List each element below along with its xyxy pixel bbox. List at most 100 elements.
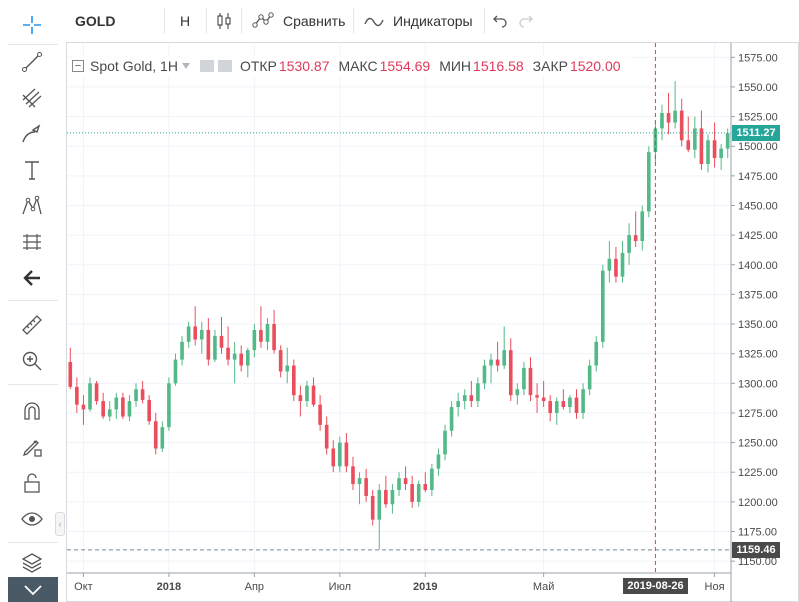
candle-body	[699, 128, 704, 164]
toolbar-divider	[164, 8, 165, 34]
unlock-icon[interactable]	[14, 468, 50, 498]
crosshair-date-label: 2019-08-26	[623, 578, 688, 594]
candle-body	[206, 329, 211, 360]
overlays	[67, 43, 731, 573]
candle-body	[594, 341, 599, 366]
candle-body	[107, 409, 112, 417]
candle-body	[502, 350, 506, 366]
chart-pane[interactable]: 1150.00 1175.00 1200.00 1225.00 1250.00 1275.…	[66, 42, 799, 602]
redo-button[interactable]	[518, 0, 534, 42]
candle-body	[489, 359, 493, 366]
candle-body	[305, 385, 309, 402]
candle-body	[693, 128, 697, 150]
y-tick-label: 1525.00	[738, 112, 778, 124]
candle-body	[390, 490, 395, 505]
chevron-down-icon[interactable]	[181, 63, 190, 69]
candle-body	[357, 478, 362, 485]
back-arrow-icon[interactable]	[14, 263, 50, 293]
candle-body	[81, 404, 86, 410]
lock-drawing-icon[interactable]	[14, 432, 50, 462]
eye-icon[interactable]	[14, 504, 50, 534]
legend-settings-icon[interactable]	[199, 60, 214, 72]
toolbar-divider	[206, 8, 207, 34]
y-tick-label: 1550.00	[738, 82, 778, 94]
text-icon[interactable]	[14, 155, 50, 185]
compare-button[interactable]: Сравнить	[251, 0, 345, 42]
candle-body	[660, 113, 664, 129]
candle-body	[101, 401, 105, 417]
candle-body	[324, 424, 329, 449]
x-tick-label: Май	[533, 581, 555, 593]
candle-body	[232, 353, 237, 360]
candle-body	[377, 490, 382, 520]
candle-body	[344, 442, 349, 467]
collapse-toolbar-button[interactable]: ‹	[55, 512, 65, 536]
candle-body	[443, 430, 447, 455]
candle-body	[75, 386, 79, 405]
y-tick-label: 1200.00	[738, 497, 778, 509]
interval-button[interactable]: H	[180, 13, 191, 29]
candle-body	[706, 140, 710, 164]
last-price-label: 1511.27	[732, 124, 780, 141]
low-value: 1516.58	[473, 58, 524, 74]
legend-title[interactable]: Spot Gold, 1H	[90, 58, 178, 74]
x-tick-label: Окт	[74, 581, 93, 593]
chart-legend: − Spot Gold, 1H ОТКР 1530.87 МАКС 1554.6…	[72, 56, 630, 76]
chart-style-button[interactable]	[216, 0, 232, 42]
candle-body	[574, 397, 579, 413]
compare-icon	[252, 12, 274, 28]
y-tick-label: 1475.00	[738, 171, 778, 183]
candle-body	[548, 401, 553, 413]
candle-body	[285, 365, 290, 372]
candle-body	[121, 397, 125, 417]
candle-body	[416, 484, 421, 502]
candle-body	[633, 235, 638, 242]
candle-body	[364, 478, 368, 496]
y-tick-label: 1400.00	[738, 260, 778, 272]
toolbar-divider	[241, 8, 242, 34]
crosshair-price-label: 1159.46	[732, 541, 780, 558]
candle-body	[239, 353, 244, 366]
zoom-in-icon[interactable]	[14, 346, 50, 376]
candlestick-chart[interactable]: 1150.00 1175.00 1200.00 1225.00 1250.00 1275.…	[67, 43, 799, 602]
close-label: ЗАКР	[532, 58, 568, 74]
candle-body	[561, 401, 566, 408]
layers-icon[interactable]	[14, 548, 50, 578]
y-tick-label: 1150.00	[738, 556, 777, 568]
close-value: 1520.00	[569, 58, 621, 74]
pitchfork-icon[interactable]	[14, 83, 50, 113]
indicators-button[interactable]: Индикаторы	[363, 0, 473, 42]
candle-body	[167, 383, 171, 428]
x-tick-label: 2019	[413, 581, 437, 593]
ruler-icon[interactable]	[14, 310, 50, 340]
open-value: 1530.87	[278, 58, 330, 74]
compare-label: Сравнить	[283, 13, 346, 29]
candle-body	[568, 397, 572, 408]
symbol-search[interactable]: GOLD	[75, 13, 116, 29]
candle-body	[528, 367, 533, 396]
prediction-icon[interactable]	[14, 227, 50, 257]
undo-button[interactable]	[492, 0, 508, 42]
candle-body	[469, 395, 474, 402]
crosshair-icon[interactable]	[14, 10, 50, 40]
candle-body	[88, 383, 92, 410]
y-tick-label: 1175.00	[738, 527, 777, 539]
candle-body	[311, 385, 316, 405]
candle-body	[456, 401, 460, 408]
pattern-icon[interactable]	[14, 191, 50, 221]
x-tick-label: Ноя	[705, 581, 725, 593]
candle-body	[423, 484, 428, 491]
candle-body	[482, 365, 487, 384]
trend-line-icon[interactable]	[14, 47, 50, 77]
legend-toggle-icon[interactable]: −	[72, 60, 84, 72]
magnet-icon[interactable]	[14, 396, 50, 426]
candle-body	[338, 442, 342, 467]
candle-body	[600, 270, 605, 342]
candles	[68, 81, 730, 550]
legend-gear-icon[interactable]	[217, 60, 232, 72]
y-tick-label: 1275.00	[738, 408, 778, 420]
brush-icon[interactable]	[14, 119, 50, 149]
candle-body	[265, 324, 270, 342]
toolbar-expand-button[interactable]	[8, 577, 58, 602]
candle-body	[219, 335, 224, 348]
